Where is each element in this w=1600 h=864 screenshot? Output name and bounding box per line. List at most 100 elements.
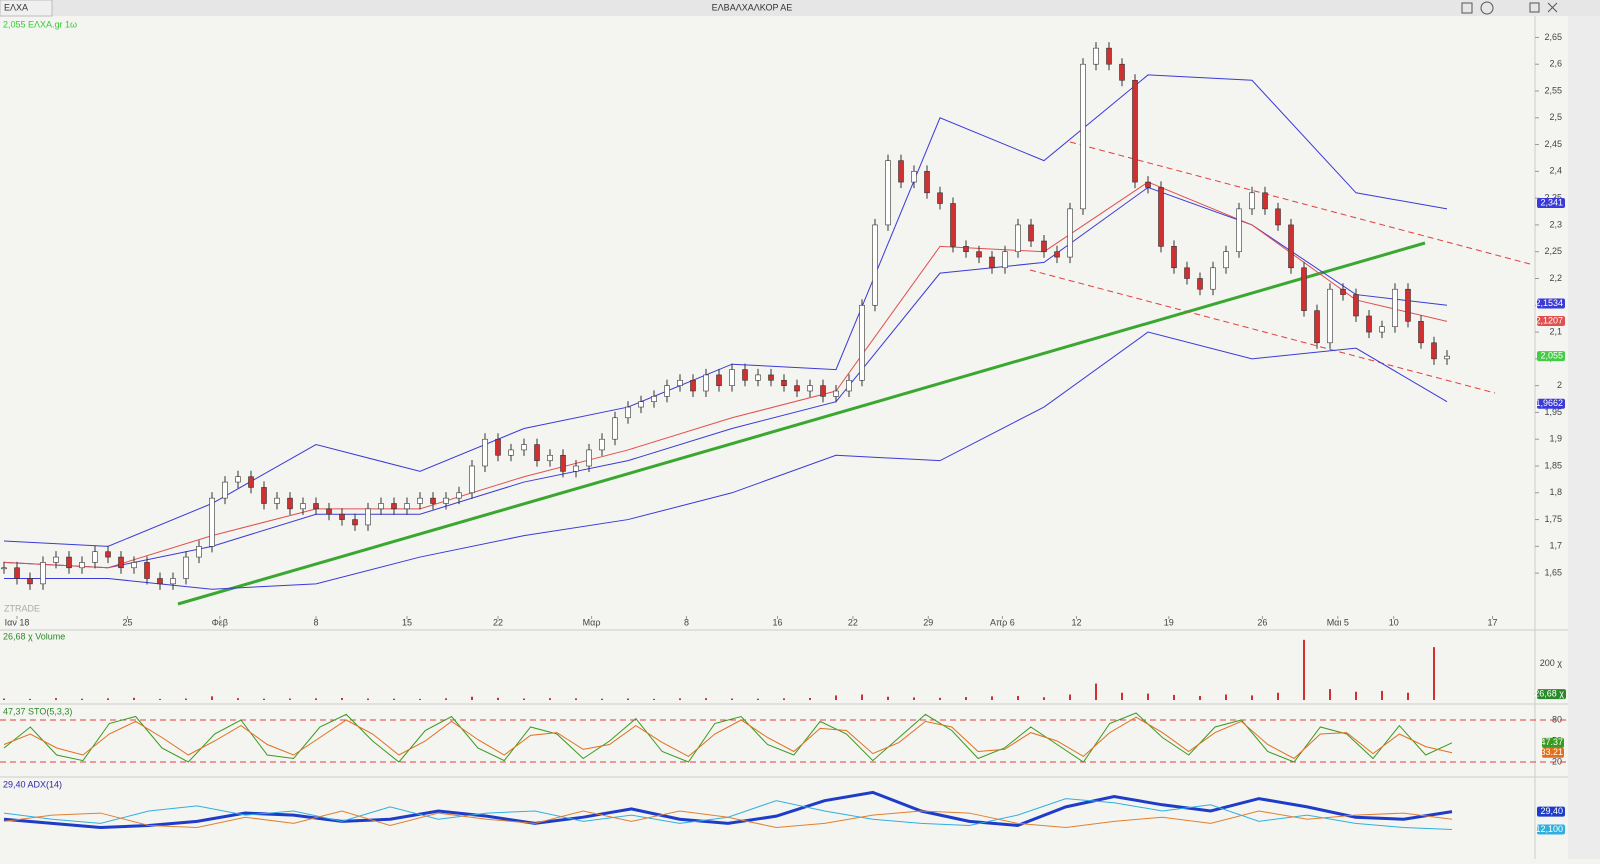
candle [1028, 224, 1034, 242]
candle [1171, 246, 1177, 269]
candle [1262, 192, 1268, 210]
volume-bar [835, 695, 837, 700]
price-tag-label: 2,1534 [1535, 298, 1563, 308]
candle [313, 503, 319, 510]
x-tick-label: 15 [402, 617, 412, 627]
volume-bar [81, 698, 83, 700]
volume-tag-label: 26,68 χ [1534, 689, 1564, 699]
x-tick-label: Μαι 5 [1327, 617, 1349, 627]
x-tick-label: 10 [1389, 617, 1399, 627]
window-title: ΕΛΒΑΛΧΑΛΚΟΡ ΑΕ [712, 2, 793, 12]
volume-bar [1355, 691, 1357, 700]
price-tag [1537, 197, 1565, 208]
stoch-tag-label: 33.21 [1540, 747, 1563, 757]
candle [1210, 267, 1216, 290]
y-tick-label: 1,75 [1544, 514, 1562, 524]
candle [898, 160, 904, 183]
candle [924, 171, 930, 194]
volume-bar [1095, 683, 1097, 700]
volume-bar [55, 698, 57, 700]
volume-bar [705, 698, 707, 700]
candle [40, 562, 46, 585]
candle [261, 487, 267, 504]
volume-bar [107, 698, 109, 700]
candle [1132, 79, 1138, 183]
candle [300, 503, 306, 510]
candle [612, 417, 618, 440]
volume-bar [913, 697, 915, 700]
volume-bar [1329, 689, 1331, 700]
adx-line [3, 810, 1453, 829]
volume-bar [757, 698, 759, 700]
candle [1288, 224, 1294, 269]
volume-bar [29, 698, 31, 700]
x-tick-label: 22 [493, 617, 503, 627]
price-tag [1537, 315, 1565, 326]
candle [27, 578, 33, 585]
candle [989, 256, 995, 269]
y-tick-label: 2,4 [1549, 166, 1562, 176]
volume-bar [445, 698, 447, 700]
title-bar [0, 0, 1600, 16]
candle [1, 567, 7, 570]
candle [1106, 47, 1112, 65]
watermark: ZTRADE [4, 603, 40, 613]
volume-bar [523, 698, 525, 700]
volume-bar [1381, 690, 1383, 700]
volume-bar [653, 698, 655, 700]
candle [1184, 267, 1190, 279]
candle [1340, 288, 1346, 295]
price-tag [1537, 298, 1565, 309]
candle [547, 454, 553, 461]
y-tick-label: 200 χ [1540, 658, 1563, 668]
candle [1418, 321, 1424, 344]
candle [729, 369, 735, 386]
candle [625, 406, 631, 419]
window-controls[interactable] [1461, 1, 1558, 15]
volume-bar [419, 698, 421, 700]
candle [950, 203, 956, 247]
candle [534, 444, 540, 461]
volume-bar [1251, 695, 1253, 700]
scrollbar[interactable] [1568, 16, 1600, 859]
y-tick-label: 2,6 [1549, 59, 1562, 69]
candle [859, 304, 865, 381]
candle [1015, 224, 1021, 253]
volume-bar [211, 696, 213, 700]
candle [1366, 315, 1372, 333]
candle [703, 374, 709, 392]
symbol-box[interactable] [0, 0, 53, 17]
x-tick-label: 26 [1257, 617, 1267, 627]
candle [326, 508, 332, 515]
y-tick-label: 1,95 [1544, 407, 1562, 417]
volume-bar [341, 697, 343, 700]
candle [1145, 181, 1151, 188]
candle [833, 390, 839, 397]
price-tag-label: 2,055 [1540, 351, 1563, 361]
x-tick-label: 22 [848, 617, 858, 627]
y-tick-label: 2 [1557, 380, 1562, 390]
x-tick-label: Φεβ [212, 617, 228, 627]
candle [1158, 187, 1164, 247]
volume-bar [133, 697, 135, 700]
candle [79, 562, 85, 569]
price-tag [1537, 398, 1565, 409]
stoch-tag [1542, 737, 1564, 748]
candle [1119, 63, 1125, 81]
volume-bar [471, 696, 473, 700]
candle [235, 476, 241, 483]
volume-tag [1537, 689, 1566, 700]
candle [14, 567, 20, 579]
band-line [3, 186, 1448, 569]
x-tick-label: 25 [122, 617, 132, 627]
candle [794, 385, 800, 392]
stoch-line [3, 712, 1453, 763]
y-tick-label: 2,3 [1549, 219, 1562, 229]
candle [144, 562, 150, 579]
price-tag-label: 2,1207 [1535, 315, 1563, 325]
candle [781, 379, 787, 386]
volume-bar [185, 698, 187, 700]
y-tick-label: 2,55 [1544, 85, 1562, 95]
